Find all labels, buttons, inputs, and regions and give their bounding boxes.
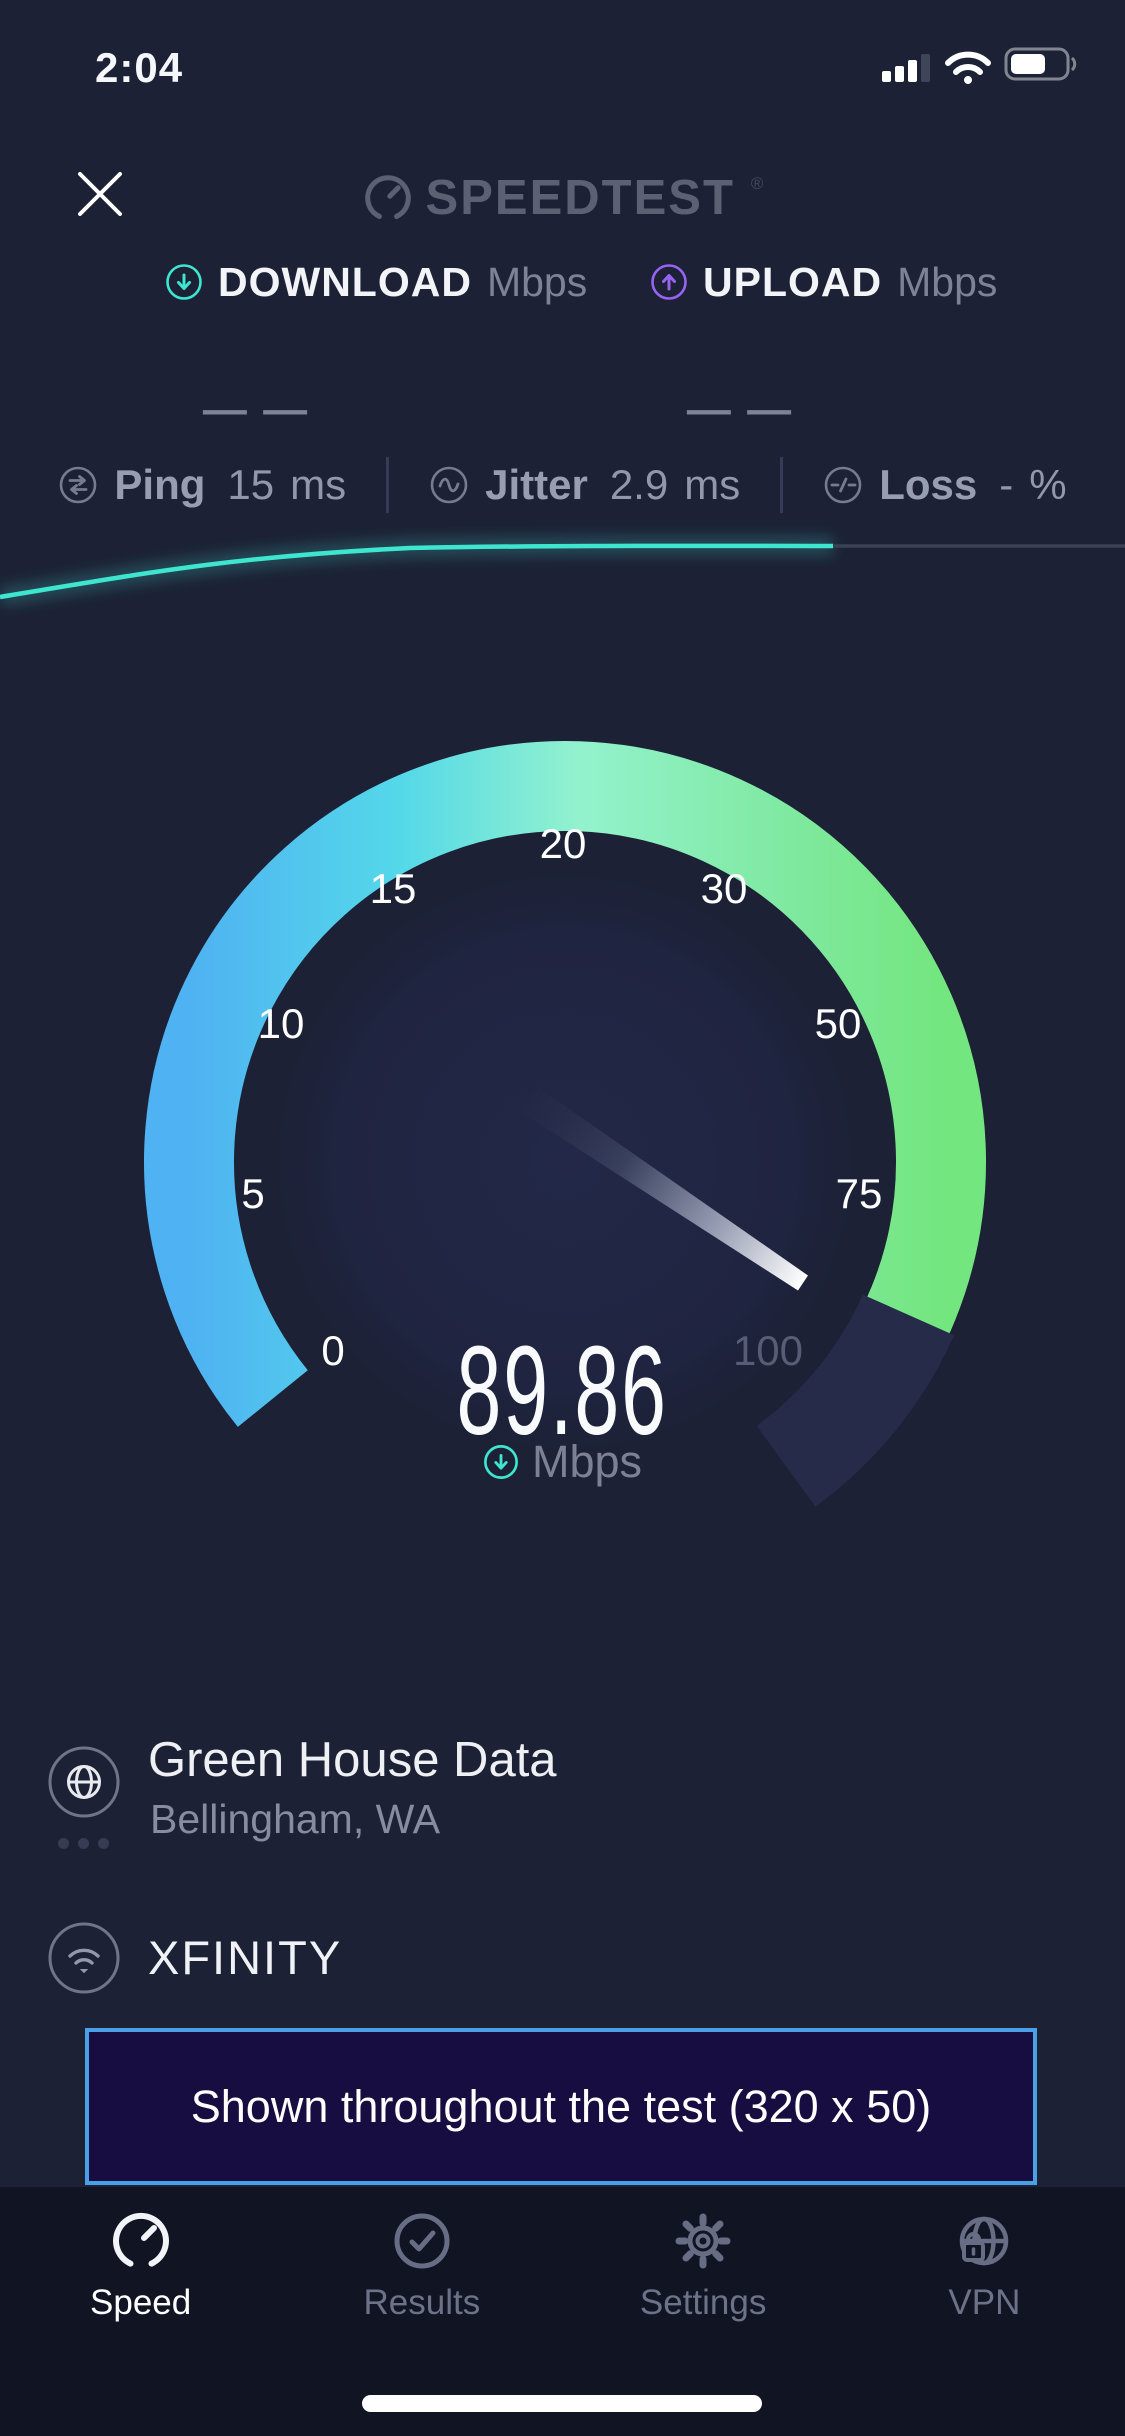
loss-value: - bbox=[999, 461, 1014, 508]
gauge-value-wrap: 89.86 bbox=[0, 1318, 1125, 1463]
ping-icon bbox=[60, 466, 97, 504]
gauge-inner-disc bbox=[245, 842, 885, 1482]
tab-results[interactable]: Results bbox=[281, 2187, 562, 2436]
tab-speed-label: Speed bbox=[90, 2283, 192, 2322]
gauge-tick-labels: 0 5 10 15 20 30 50 75 100 bbox=[241, 820, 882, 1374]
close-icon[interactable] bbox=[70, 164, 130, 224]
jitter-unit: ms bbox=[684, 461, 741, 508]
ad-banner-text: Shown throughout the test (320 x 50) bbox=[190, 2080, 932, 2132]
gauge-tick: 30 bbox=[701, 865, 748, 912]
gauge-unit-row: Mbps bbox=[0, 1436, 1125, 1488]
jitter-label: Jitter bbox=[485, 461, 588, 508]
gauge-tick: 50 bbox=[815, 1000, 862, 1047]
vpn-globe-lock-icon bbox=[960, 2216, 1009, 2266]
settings-gear-icon bbox=[675, 2213, 731, 2269]
gauge-arc-remainder bbox=[755, 1293, 955, 1507]
upload-metric: UPLOAD Mbps bbox=[650, 256, 997, 308]
jitter-group: Jitter 2.9 ms bbox=[429, 461, 740, 509]
gauge-tick-max: 100 bbox=[733, 1327, 803, 1374]
jitter-icon bbox=[430, 466, 468, 504]
download-arrow-icon bbox=[166, 264, 202, 300]
jitter-value: 2.9 bbox=[609, 461, 669, 508]
latency-row: Ping 15 ms Jitter 2.9 ms Loss - % bbox=[0, 452, 1125, 518]
gauge-tick: 10 bbox=[258, 1000, 305, 1047]
wifi-icon bbox=[945, 51, 991, 84]
speed-gauge: 0 5 10 15 20 30 50 75 100 bbox=[144, 741, 986, 1507]
server-options-ellipsis[interactable] bbox=[58, 1838, 109, 1849]
tab-speed[interactable]: Speed bbox=[0, 2187, 281, 2436]
gauge-tick: 15 bbox=[370, 865, 417, 912]
tab-bar: Speed Results bbox=[0, 2187, 1125, 2436]
server-name: Green House Data bbox=[148, 1733, 557, 1787]
current-speed-value: 89.86 bbox=[456, 1320, 669, 1461]
server-location: Bellingham, WA bbox=[150, 1796, 441, 1842]
cellular-signal-icon bbox=[882, 54, 930, 82]
isp-name: XFINITY bbox=[148, 1931, 343, 1984]
upload-label: UPLOAD bbox=[703, 258, 883, 305]
gauge-tick: 20 bbox=[540, 820, 587, 867]
loss-group: Loss - % bbox=[823, 461, 1067, 509]
tab-results-label: Results bbox=[363, 2283, 481, 2322]
ping-group: Ping 15 ms bbox=[58, 461, 346, 509]
globe-icon bbox=[48, 1746, 120, 1818]
tab-settings[interactable]: Settings bbox=[563, 2187, 844, 2436]
ping-label: Ping bbox=[114, 461, 206, 508]
gauge-arc bbox=[144, 741, 986, 1450]
wifi-icon bbox=[48, 1922, 120, 1994]
status-icons bbox=[882, 47, 1077, 84]
ad-banner[interactable]: Shown throughout the test (320 x 50) bbox=[85, 2028, 1037, 2185]
download-value-placeholder: — — bbox=[202, 385, 310, 434]
results-check-icon bbox=[394, 2213, 450, 2269]
status-time: 2:04 bbox=[95, 44, 184, 91]
gauge-needle bbox=[521, 1087, 808, 1291]
loss-label: Loss bbox=[879, 461, 978, 508]
divider bbox=[780, 457, 784, 513]
app-logo: SPEEDTEST ® bbox=[0, 170, 1125, 226]
ping-value: 15 bbox=[227, 461, 275, 508]
battery-icon bbox=[1004, 47, 1077, 81]
upload-value-placeholder: — — bbox=[686, 385, 794, 434]
home-indicator[interactable] bbox=[362, 2395, 762, 2412]
download-progress-line bbox=[0, 536, 1125, 606]
gauge-tick: 0 bbox=[321, 1327, 344, 1374]
download-arrow-icon bbox=[484, 1445, 518, 1479]
logo-text: SPEEDTEST bbox=[425, 171, 735, 225]
speed-gauge-icon bbox=[112, 2212, 169, 2267]
ping-unit: ms bbox=[290, 461, 347, 508]
download-unit: Mbps bbox=[486, 258, 588, 305]
gauge-tick: 5 bbox=[241, 1170, 264, 1217]
gauge-tick: 75 bbox=[836, 1170, 883, 1217]
upload-unit: Mbps bbox=[897, 258, 998, 305]
download-metric: DOWNLOAD Mbps bbox=[165, 256, 587, 308]
tab-settings-label: Settings bbox=[639, 2283, 767, 2322]
speedtest-gauge-icon bbox=[364, 175, 411, 219]
loss-icon bbox=[824, 466, 862, 504]
download-label: DOWNLOAD bbox=[218, 258, 472, 305]
current-speed-unit: Mbps bbox=[531, 1436, 643, 1487]
upload-arrow-icon bbox=[651, 264, 687, 300]
tab-vpn[interactable]: VPN bbox=[844, 2187, 1125, 2436]
divider bbox=[386, 457, 390, 513]
loss-unit: % bbox=[1029, 461, 1067, 508]
tab-vpn-label: VPN bbox=[948, 2283, 1021, 2322]
logo-registered-mark: ® bbox=[750, 174, 764, 193]
